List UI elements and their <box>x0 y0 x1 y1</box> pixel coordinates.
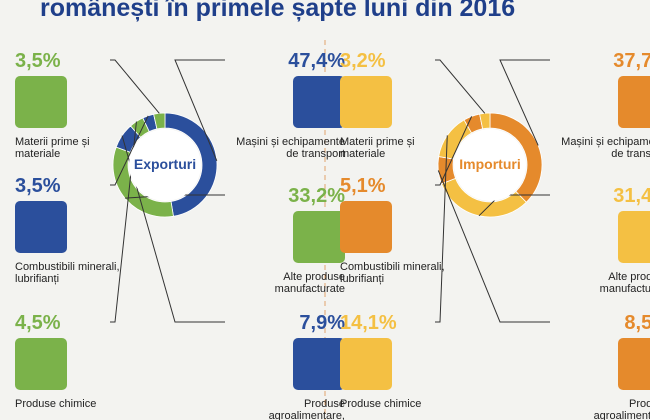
category-label: Produse agroalimentare, băuturi și tutun <box>593 398 650 420</box>
donut-segment <box>153 112 166 130</box>
connector <box>110 59 160 114</box>
center-label: Importuri <box>459 156 521 172</box>
value-label: 37,7% <box>613 50 650 72</box>
category-label: Alte produse manufacturate <box>274 271 345 295</box>
donut-center <box>454 129 526 201</box>
category-icon <box>15 76 67 128</box>
connector <box>110 115 149 186</box>
value-label: 5,1% <box>340 175 386 197</box>
category-icon <box>15 338 67 390</box>
category-label: Combustibili minerali, lubrifianți <box>15 261 120 285</box>
connector <box>121 135 225 323</box>
connector <box>110 121 137 323</box>
value-label: 14,1% <box>340 312 397 334</box>
category-icon <box>340 201 392 253</box>
connector <box>435 116 473 186</box>
value-label: 33,2% <box>288 185 345 207</box>
category-label: Produse chimice <box>15 398 97 410</box>
value-label: 3,2% <box>340 50 386 72</box>
category-icon <box>618 211 650 263</box>
donut-center <box>129 129 201 201</box>
category-icon <box>618 338 650 390</box>
category-icon <box>293 76 345 128</box>
category-icon <box>15 201 67 253</box>
category-label: Materii prime și materiale <box>15 136 90 160</box>
category-label: Alte produse manufacturate <box>599 271 650 295</box>
value-label: 7,9% <box>299 312 345 334</box>
category-label: Mașini și echipamente de transport <box>236 136 345 160</box>
category-label: Combustibili minerali, lubrifianți <box>340 261 445 285</box>
connector <box>174 59 225 161</box>
connector <box>437 170 550 323</box>
value-label: 31,4% <box>613 185 650 207</box>
value-label: 3,5% <box>15 175 61 197</box>
category-label: Mașini și echipamente de transport <box>561 136 650 160</box>
center-label: Exporturi <box>133 156 197 172</box>
connector <box>499 59 550 146</box>
category-icon <box>293 211 345 263</box>
value-label: 3,5% <box>15 50 61 72</box>
value-label: 4,5% <box>15 312 61 334</box>
category-icon <box>618 76 650 128</box>
category-label: Materii prime și materiale <box>340 136 415 160</box>
connector <box>435 135 448 323</box>
category-label: Produse chimice <box>340 398 422 410</box>
title: românești în primele șapte luni din 2016 <box>40 0 516 22</box>
donut-segment <box>479 112 491 130</box>
category-icon <box>340 338 392 390</box>
category-label: Produse agroalimentare, băuturi și tutun <box>268 398 345 420</box>
connector <box>435 59 486 114</box>
category-icon <box>293 338 345 390</box>
category-icon <box>340 76 392 128</box>
value-label: 8,5% <box>624 312 650 334</box>
value-label: 47,4% <box>288 50 345 72</box>
